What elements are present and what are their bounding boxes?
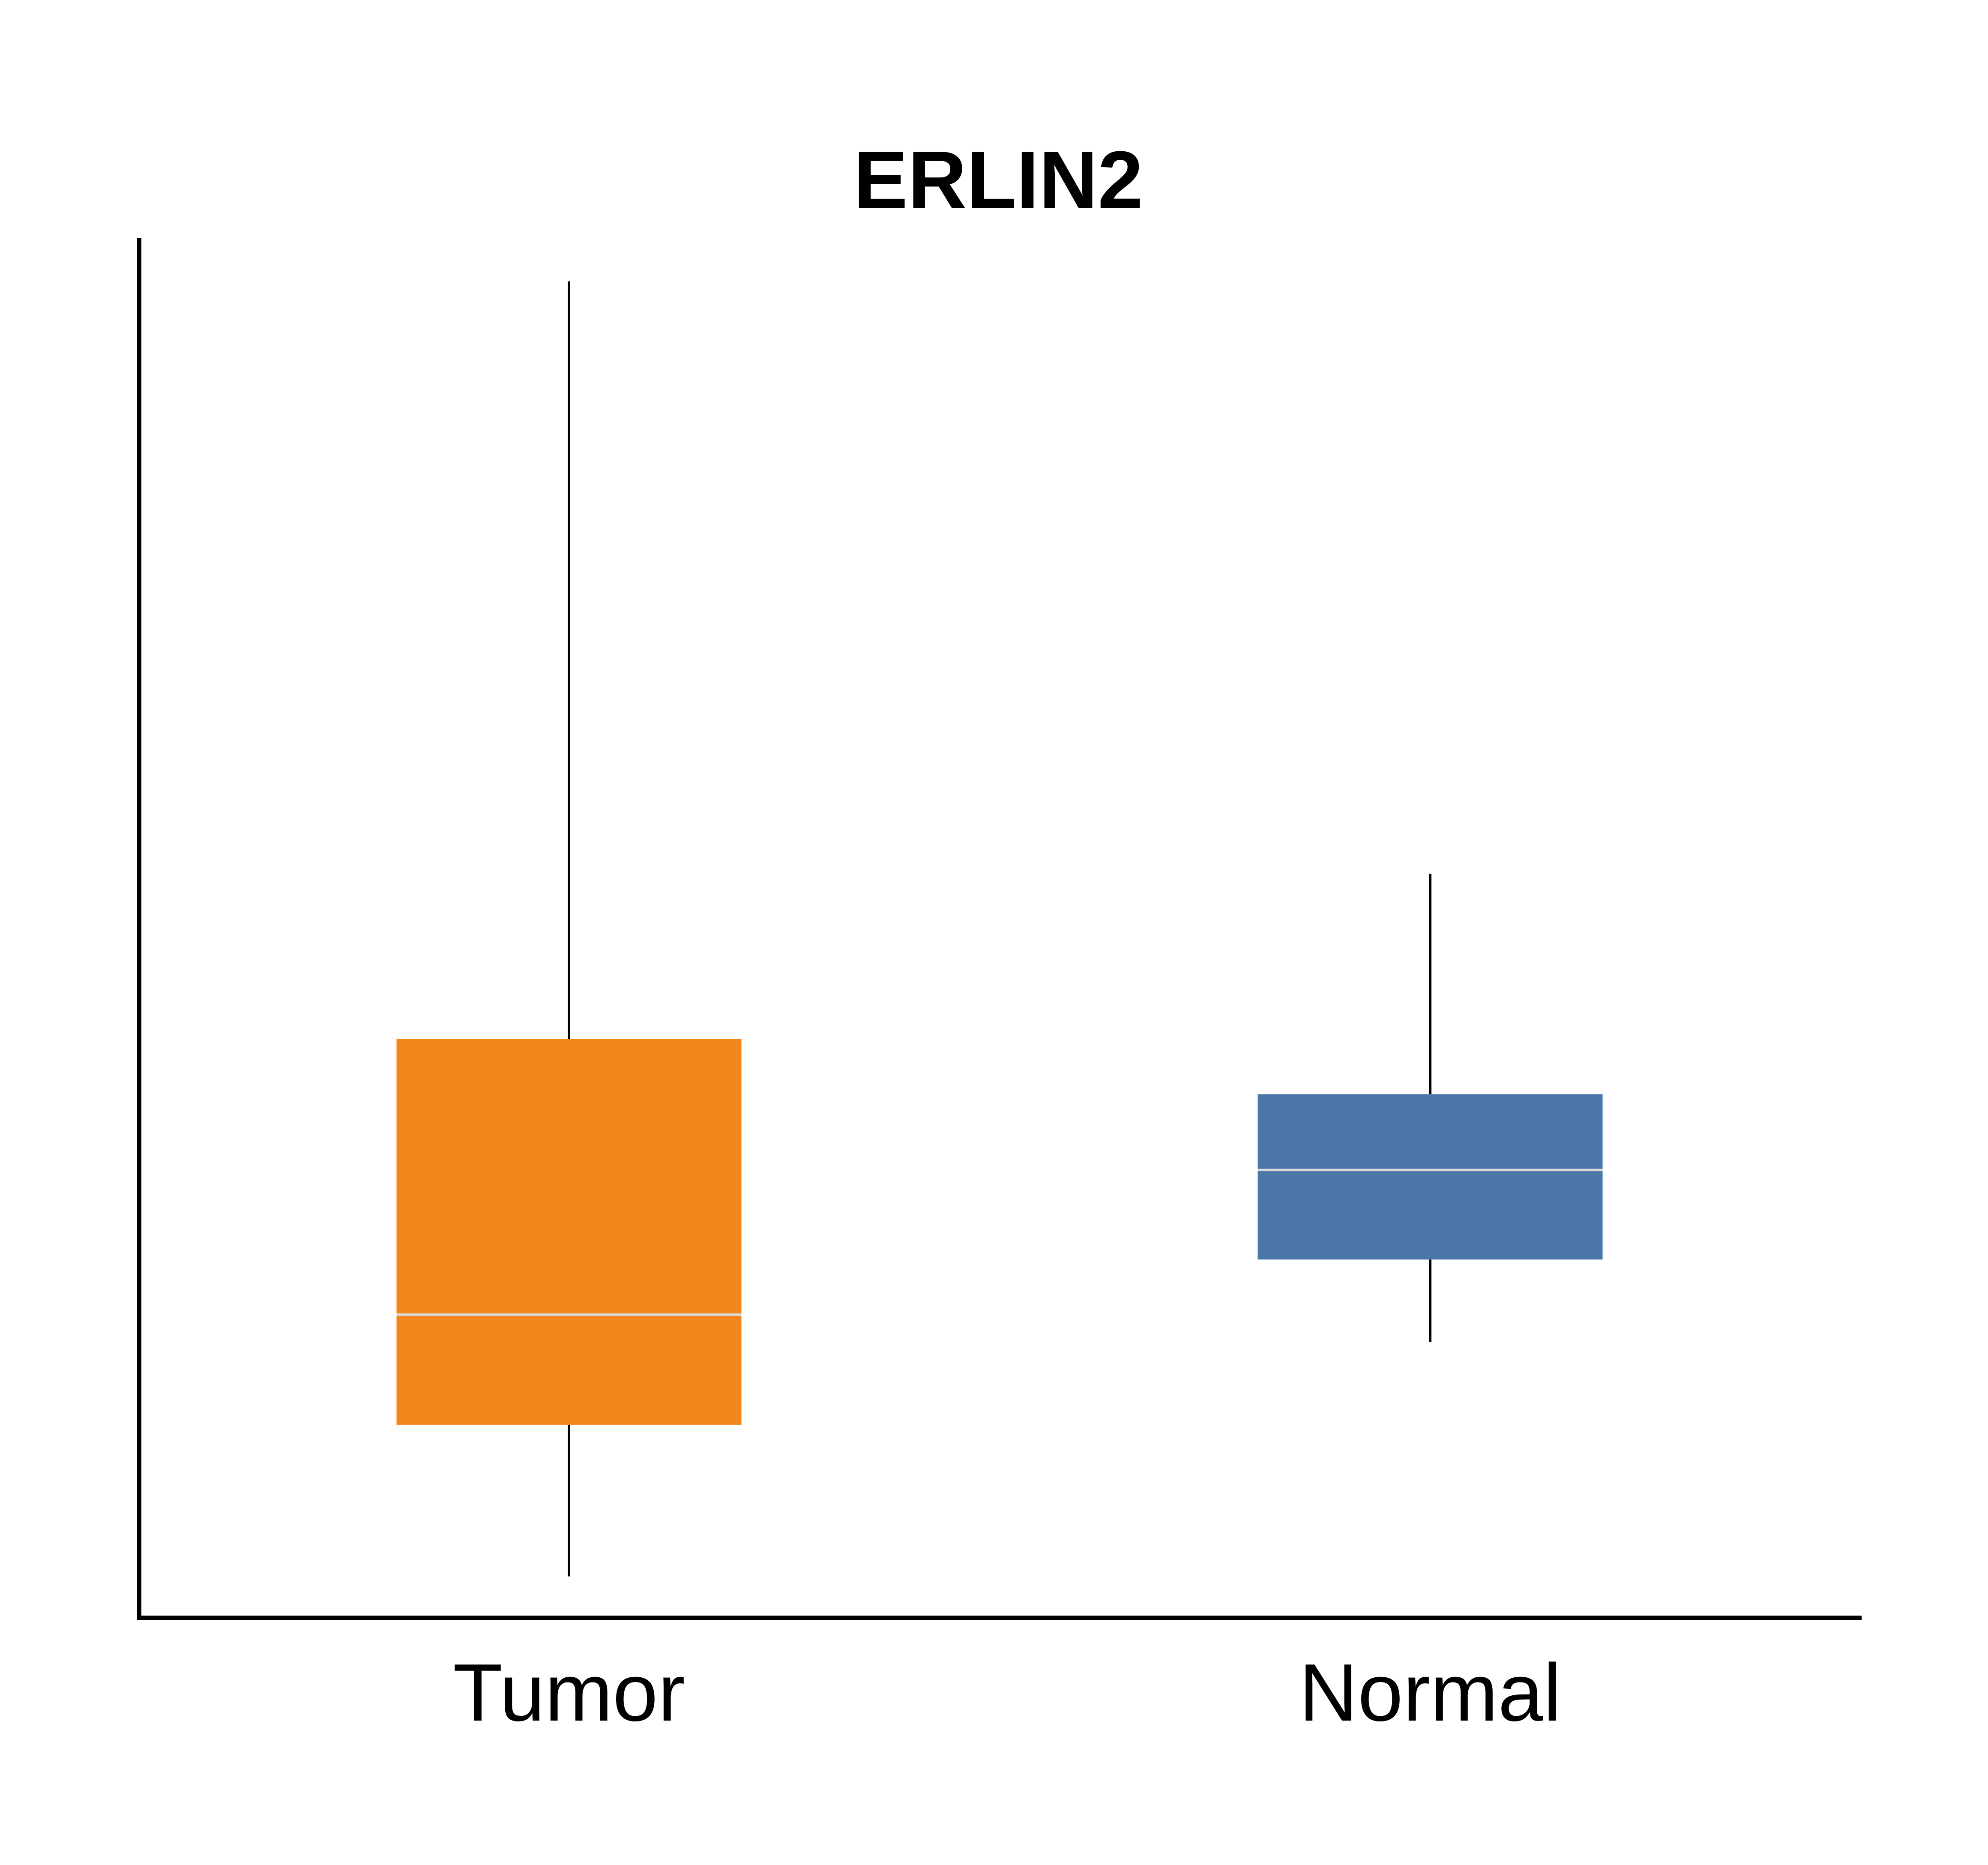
box-tumor [396, 1039, 742, 1425]
chart-title: ERLIN2 [853, 135, 1143, 225]
x-tick-label-normal: Normal [1299, 1647, 1561, 1738]
x-tick-labels: Tumor Normal [453, 1647, 1561, 1738]
box-group-normal [1257, 873, 1603, 1342]
box-group-tumor [396, 281, 742, 1577]
x-tick-label-tumor: Tumor [453, 1647, 685, 1738]
box-normal [1257, 1094, 1603, 1260]
plot-marks [396, 281, 1603, 1577]
